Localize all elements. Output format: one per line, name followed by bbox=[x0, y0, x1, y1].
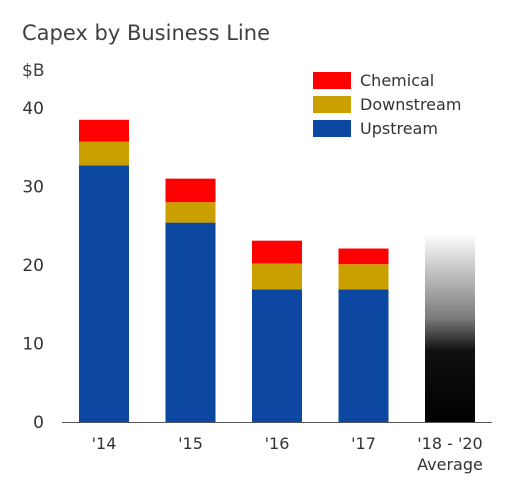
legend-swatch-chemical bbox=[313, 72, 351, 89]
y-tick-label: 20 bbox=[22, 256, 44, 276]
bars bbox=[79, 119, 475, 422]
chart-title: Capex by Business Line bbox=[22, 21, 270, 45]
x-tick-label: '14 bbox=[92, 434, 117, 453]
bar-segment-upstream bbox=[338, 289, 389, 422]
legend-swatch-upstream bbox=[313, 120, 351, 137]
bar-segment-downstream bbox=[252, 263, 302, 290]
y-tick-label: 40 bbox=[22, 99, 44, 119]
y-tick-label: 30 bbox=[22, 178, 44, 198]
x-tick-label: '18 - '20 bbox=[417, 434, 482, 453]
y-axis: 0 10 20 30 40 bbox=[22, 99, 44, 433]
bar-segment-chemical bbox=[79, 119, 129, 142]
x-tick-sublabel: Average bbox=[417, 455, 483, 474]
bar-segment-upstream bbox=[252, 289, 302, 422]
bar-segment-chemical bbox=[165, 178, 216, 203]
legend: Chemical Downstream Upstream bbox=[313, 71, 461, 138]
x-axis: '14 '15 '16 '17 '18 - '20 Average bbox=[92, 434, 483, 474]
y-axis-unit: $B bbox=[22, 61, 44, 81]
bar-segment-downstream bbox=[79, 141, 129, 166]
x-tick-label: '16 bbox=[265, 434, 290, 453]
y-tick-label: 0 bbox=[33, 413, 44, 433]
x-tick-label: '17 bbox=[351, 434, 376, 453]
bar-segment-chemical bbox=[252, 240, 302, 264]
y-tick-label: 10 bbox=[22, 335, 44, 355]
legend-label-chemical: Chemical bbox=[360, 71, 434, 90]
bar-segment-downstream bbox=[165, 202, 216, 223]
bar-segment-upstream bbox=[79, 165, 129, 422]
bar-projection-average bbox=[425, 233, 475, 422]
bar-segment-chemical bbox=[338, 248, 389, 265]
bar-segment-downstream bbox=[338, 264, 389, 290]
legend-swatch-downstream bbox=[313, 96, 351, 113]
x-tick-label: '15 bbox=[178, 434, 203, 453]
legend-label-downstream: Downstream bbox=[360, 95, 461, 114]
bar-segment-upstream bbox=[165, 222, 216, 422]
legend-label-upstream: Upstream bbox=[360, 119, 438, 138]
